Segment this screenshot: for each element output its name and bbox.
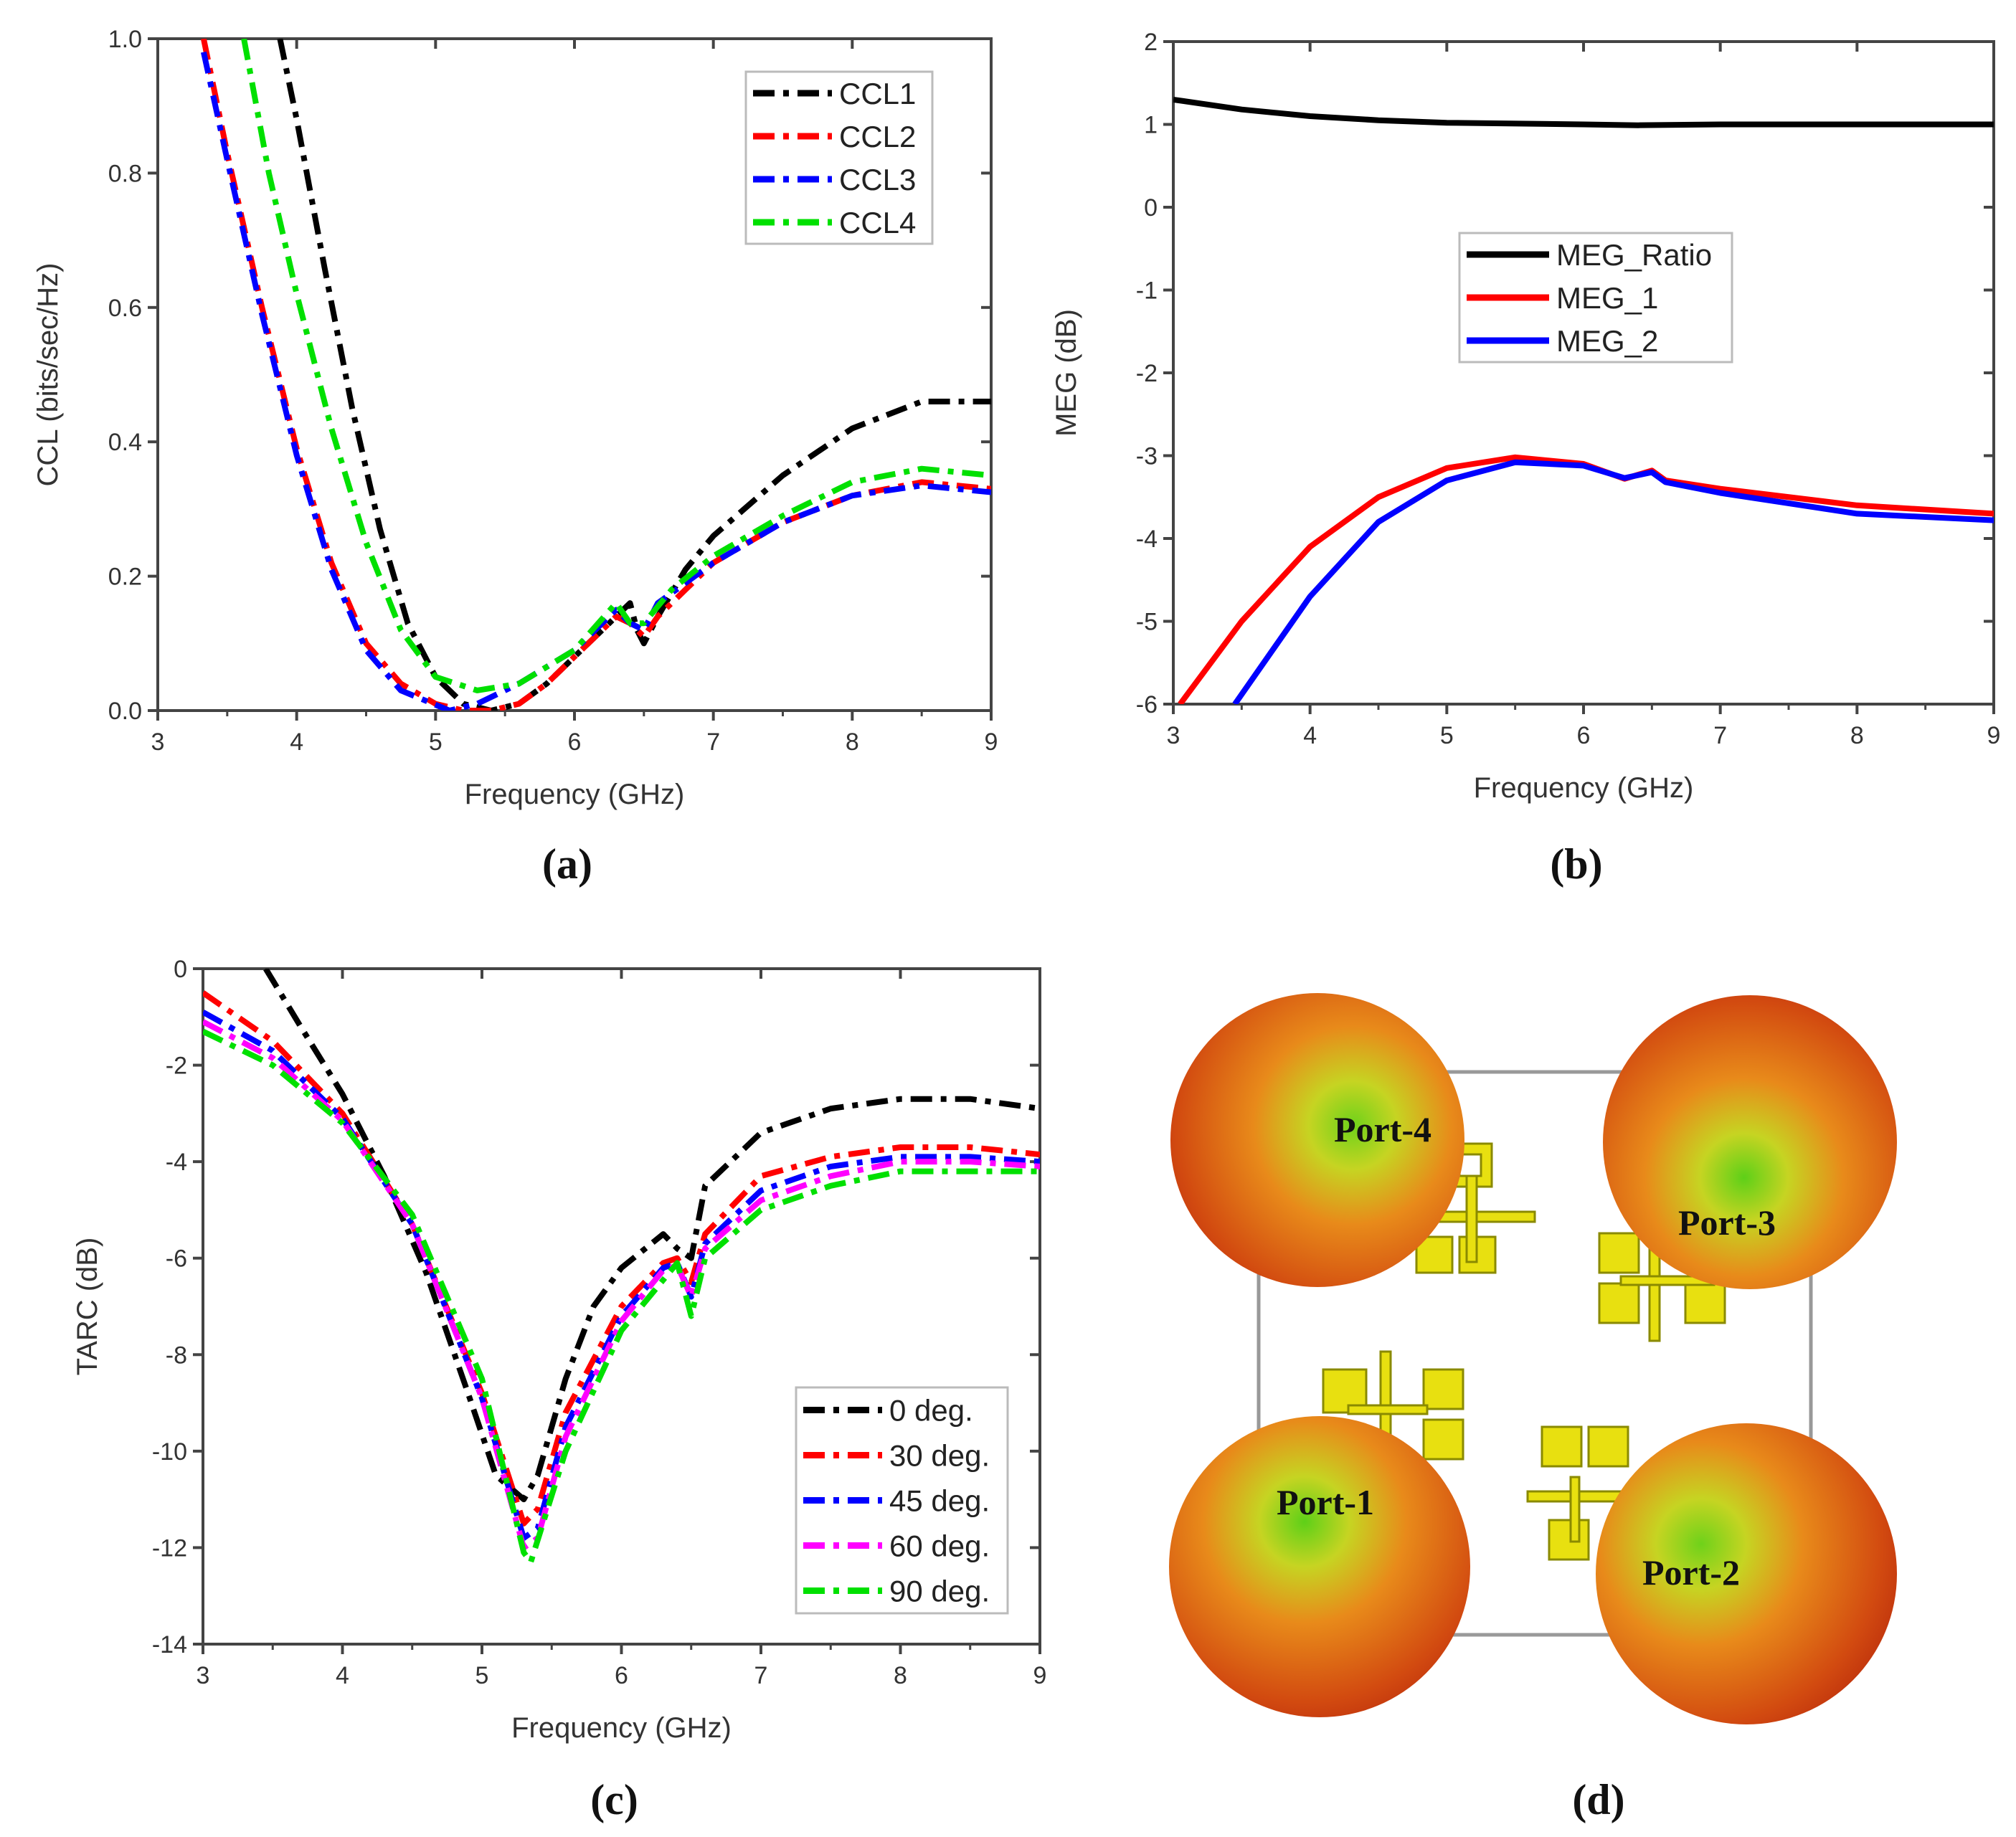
radiation-pattern-port-4	[1170, 993, 1464, 1287]
resonator-group-bottom-left	[1322, 1350, 1464, 1461]
x-tick-label: 6	[568, 728, 582, 756]
caption-d: (d)	[1572, 1776, 1624, 1823]
y-tick-label: -12	[152, 1534, 187, 1562]
x-tick-label: 3	[151, 728, 165, 756]
y-tick-label: -10	[152, 1438, 187, 1466]
legend: CCL1 CCL2 CCL3 CCL4	[744, 70, 934, 245]
series-line-meg-ratio	[1173, 96, 1994, 128]
x-tick-label: 8	[1850, 722, 1864, 749]
plot-frame	[1172, 40, 1995, 706]
y-tick-label: -4	[1136, 526, 1158, 553]
y-tick-label: 0	[174, 956, 187, 983]
resonator-group-top-right	[1598, 1232, 1726, 1342]
y-tick-label: -1	[1136, 277, 1158, 305]
y-axis-label: CCL (bits/sec/Hz)	[32, 263, 64, 487]
series-line-30-deg-	[203, 990, 1040, 1527]
substrate-outline	[1257, 1070, 1813, 1637]
y-tick-label: -5	[1136, 609, 1158, 636]
x-tick-label: 8	[846, 728, 859, 756]
x-tick-label: 7	[754, 1662, 768, 1689]
y-axis-label: TARC (dB)	[72, 1238, 103, 1376]
x-tick-label: 4	[290, 728, 303, 756]
x-tick-label: 4	[1303, 722, 1317, 749]
y-axis-label: MEG (dB)	[1051, 309, 1082, 437]
x-axis-label: Frequency (GHz)	[511, 1712, 732, 1744]
y-tick-label: -4	[166, 1149, 187, 1176]
port-label: Port-3	[1678, 1202, 1776, 1243]
y-tick-label: -2	[166, 1053, 187, 1080]
port-label: Port-1	[1277, 1482, 1374, 1522]
y-tick-label: -14	[152, 1631, 187, 1658]
y-tick-label: -2	[1136, 360, 1158, 387]
y-tick-label: 2	[1144, 29, 1158, 56]
ccl-chart: 3 4 5 6 7 8 9 0.0 0.2 0.4 0.6 0.8 1.0 Frequency (GHz)…	[32, 26, 998, 888]
legend-label: MEG_2	[1556, 324, 1658, 358]
radiation-pattern-port-2	[1596, 1423, 1897, 1724]
series-line-meg-2	[1232, 459, 1994, 704]
y-tick-label: 0.8	[108, 160, 142, 187]
series-line-60-deg-	[203, 1019, 1040, 1551]
caption-c: (c)	[590, 1776, 638, 1823]
series-line-ccl4	[241, 39, 991, 693]
legend-label: 90 deg.	[889, 1575, 990, 1608]
tarc-chart: 3 4 5 6 7 8 9 -14 -12 -10 -8 -6 -4 -2 0 Frequency (GHz)…	[72, 956, 1046, 1823]
antenna-radiation-diagram: Port-4 Port-3 Port-1 Port-2 (d)	[1169, 993, 1897, 1823]
legend-label: CCL4	[839, 206, 916, 239]
y-tick-label: 0	[1144, 194, 1158, 222]
x-tick-label: 4	[336, 1662, 349, 1689]
legend-label: 45 deg.	[889, 1484, 990, 1518]
y-tick-label: -3	[1136, 443, 1158, 470]
y-tick-label: 0.6	[108, 295, 142, 322]
legend-label: CCL2	[839, 120, 916, 153]
y-tick-label: 0.0	[108, 698, 142, 725]
x-tick-label: 7	[1713, 722, 1727, 749]
x-tick-label: 7	[706, 728, 720, 756]
legend-label: MEG_1	[1556, 281, 1658, 315]
port-label: Port-2	[1642, 1552, 1740, 1592]
legend-label: 30 deg.	[889, 1439, 990, 1473]
x-tick-label: 9	[1987, 722, 2001, 749]
legend-label: CCL3	[839, 163, 916, 196]
legend-label: 0 deg.	[889, 1394, 973, 1428]
radiation-pattern-port-3	[1603, 995, 1897, 1289]
legend-label: CCL1	[839, 77, 916, 110]
y-tick-label: 1.0	[108, 26, 142, 53]
meg-chart: 3 4 5 6 7 8 9 -6 -5 -4 -3 -2 -1 0 1 2 Frequency (GHz) MEG…	[1051, 29, 2000, 888]
x-axis-label: Frequency (GHz)	[465, 779, 685, 810]
y-tick-label: 0.2	[108, 564, 142, 591]
x-axis-label: Frequency (GHz)	[1474, 772, 1694, 804]
legend: 0 deg. 30 deg. 45 deg. 60 deg. 90 deg.	[795, 1386, 1009, 1615]
port-label: Port-4	[1334, 1109, 1431, 1149]
x-tick-label: 8	[894, 1662, 907, 1689]
x-tick-label: 9	[985, 728, 998, 756]
legend: MEG_Ratio MEG_1 MEG_2	[1458, 232, 1733, 364]
series-line-90-deg-	[203, 1028, 1040, 1565]
x-tick-label: 3	[1167, 722, 1180, 749]
y-tick-label: 1	[1144, 112, 1158, 139]
legend-label: 60 deg.	[889, 1529, 990, 1563]
x-tick-label: 5	[475, 1662, 489, 1689]
x-tick-label: 5	[1440, 722, 1454, 749]
x-tick-label: 5	[429, 728, 443, 756]
y-tick-label: 0.4	[108, 429, 142, 456]
legend-label: MEG_Ratio	[1556, 238, 1712, 272]
caption-b: (b)	[1550, 840, 1602, 888]
x-tick-label: 6	[615, 1662, 628, 1689]
x-tick-label: 6	[1577, 722, 1591, 749]
radiation-pattern-port-1	[1169, 1416, 1470, 1717]
x-tick-label: 3	[197, 1662, 210, 1689]
y-tick-label: -6	[166, 1245, 187, 1273]
x-tick-label: 9	[1033, 1662, 1047, 1689]
y-tick-label: -8	[166, 1342, 187, 1369]
caption-a: (a)	[542, 840, 592, 888]
y-tick-label: -6	[1136, 691, 1158, 718]
series-line-meg-1	[1178, 454, 1994, 704]
